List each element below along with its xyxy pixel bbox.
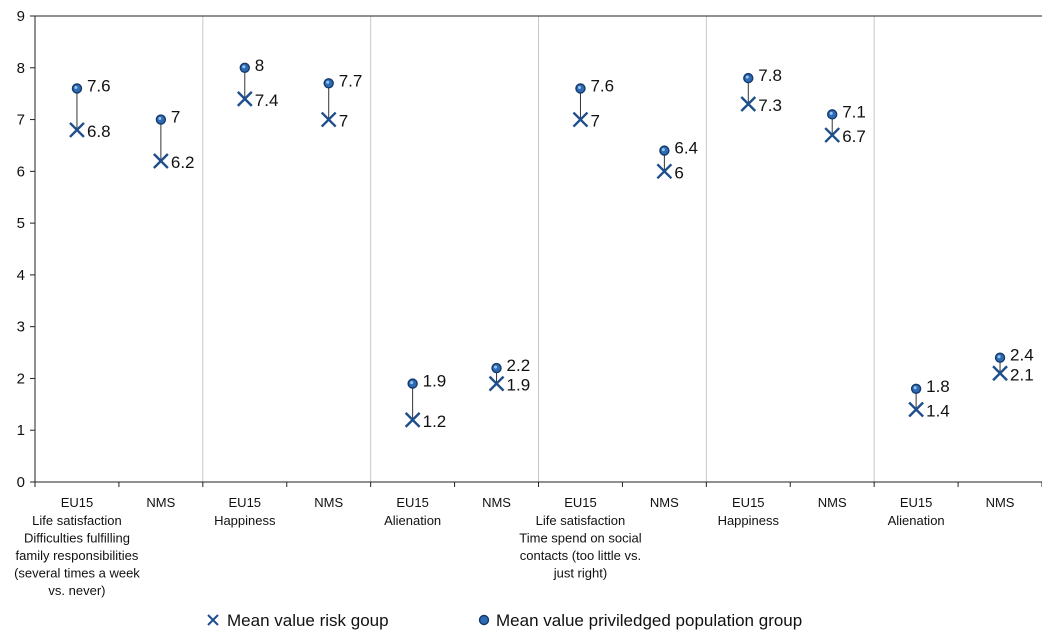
privileged-group-data-label: 7.8 xyxy=(758,66,782,85)
privileged-group-data-label: 7.6 xyxy=(87,76,111,95)
risk-group-point xyxy=(908,401,924,418)
risk-group-point xyxy=(992,365,1008,382)
risk-group-data-label: 1.9 xyxy=(507,376,531,395)
risk-group-point xyxy=(320,111,337,128)
y-tick-label: 7 xyxy=(17,112,25,129)
x-tick-label: EU15 xyxy=(61,495,94,510)
privileged-point-highlight xyxy=(242,65,246,69)
privileged-group-data-label: 7.6 xyxy=(590,76,614,95)
risk-group-point xyxy=(404,412,421,428)
privileged-point-highlight xyxy=(829,111,833,115)
privileged-point-highlight xyxy=(577,85,581,89)
group-label-line: contacts (too little vs. xyxy=(520,548,641,563)
privileged-group-data-label: 6.4 xyxy=(674,139,698,158)
group-label-line: (several times a week xyxy=(14,566,140,581)
risk-group-data-label: 6.2 xyxy=(171,153,195,172)
group-label-line: Life satisfaction xyxy=(536,513,626,528)
risk-group-point xyxy=(236,90,253,107)
group-label-line: Time spend on social xyxy=(519,531,641,546)
group-label-line: family responsibilities xyxy=(16,548,139,563)
y-tick-label: 9 xyxy=(17,8,25,25)
privileged-group-data-label: 8 xyxy=(255,56,264,75)
risk-group-data-label: 1.4 xyxy=(926,402,950,421)
privileged-group-data-label: 1.8 xyxy=(926,377,950,396)
privileged-point-highlight xyxy=(158,117,162,121)
privileged-group-data-label: 1.9 xyxy=(423,372,447,391)
x-tick-label: EU15 xyxy=(564,495,597,510)
group-label-line: Happiness xyxy=(718,513,780,528)
risk-group-data-label: 7 xyxy=(339,112,348,131)
risk-group-data-label: 6.8 xyxy=(87,122,111,141)
risk-group-point xyxy=(572,111,589,128)
privileged-group-data-label: 7.7 xyxy=(339,71,363,90)
group-label-line: Happiness xyxy=(214,513,276,528)
privileged-point-highlight xyxy=(997,355,1001,359)
y-tick-label: 2 xyxy=(17,370,25,387)
group-label-line: Life satisfaction xyxy=(32,513,122,528)
y-tick-label: 6 xyxy=(17,163,25,180)
y-tick-label: 5 xyxy=(17,215,25,232)
risk-group-data-label: 2.1 xyxy=(1010,365,1034,384)
risk-group-point xyxy=(488,375,505,392)
risk-group-point xyxy=(153,153,169,169)
legend-risk-marker xyxy=(207,614,219,626)
legend-privileged-marker xyxy=(478,614,490,626)
x-tick-label: NMS xyxy=(314,495,343,510)
x-tick-label: NMS xyxy=(146,495,175,510)
group-label-line: vs. never) xyxy=(48,583,105,598)
privileged-point-highlight xyxy=(661,148,665,152)
risk-group-data-label: 1.2 xyxy=(423,412,447,431)
risk-group-data-label: 7 xyxy=(590,112,599,131)
risk-group-point xyxy=(69,122,85,138)
privileged-point-highlight xyxy=(913,386,917,390)
y-tick-label: 4 xyxy=(17,267,25,284)
privileged-group-data-label: 7 xyxy=(171,108,180,127)
risk-group-data-label: 7.4 xyxy=(255,91,279,110)
privileged-point-highlight xyxy=(410,381,414,385)
risk-group-point xyxy=(656,163,673,180)
x-tick-label: NMS xyxy=(650,495,679,510)
risk-group-data-label: 6.7 xyxy=(842,127,866,146)
x-tick-label: NMS xyxy=(482,495,511,510)
privileged-point-highlight xyxy=(326,80,330,84)
privileged-point-highlight xyxy=(74,85,78,89)
x-tick-label: EU15 xyxy=(900,495,933,510)
privileged-group-data-label: 7.1 xyxy=(842,102,866,121)
risk-group-data-label: 7.3 xyxy=(758,96,782,115)
y-tick-label: 3 xyxy=(17,319,25,336)
group-label-line: just right) xyxy=(553,566,607,581)
group-label-line: Alienation xyxy=(384,513,441,528)
privileged-group-data-label: 2.4 xyxy=(1010,346,1034,365)
y-tick-label: 1 xyxy=(17,422,25,439)
privileged-point-highlight xyxy=(745,75,749,79)
x-tick-label: NMS xyxy=(818,495,847,510)
risk-group-point xyxy=(740,96,757,112)
group-label-line: Difficulties fulfilling xyxy=(24,531,130,546)
risk-group-point xyxy=(824,127,841,143)
privileged-point-highlight xyxy=(494,365,498,369)
risk-group-data-label: 6 xyxy=(674,163,683,182)
x-tick-label: EU15 xyxy=(396,495,429,510)
legend-privileged-label: Mean value priviledged population group xyxy=(496,611,802,630)
y-tick-label: 0 xyxy=(17,474,25,491)
x-tick-label: NMS xyxy=(986,495,1015,510)
group-label-line: Alienation xyxy=(888,513,945,528)
x-tick-label: EU15 xyxy=(229,495,262,510)
y-tick-label: 8 xyxy=(17,60,25,77)
legend-risk-label: Mean value risk goup xyxy=(227,611,389,630)
x-tick-label: EU15 xyxy=(732,495,765,510)
privileged-group-data-label: 2.2 xyxy=(507,356,531,375)
